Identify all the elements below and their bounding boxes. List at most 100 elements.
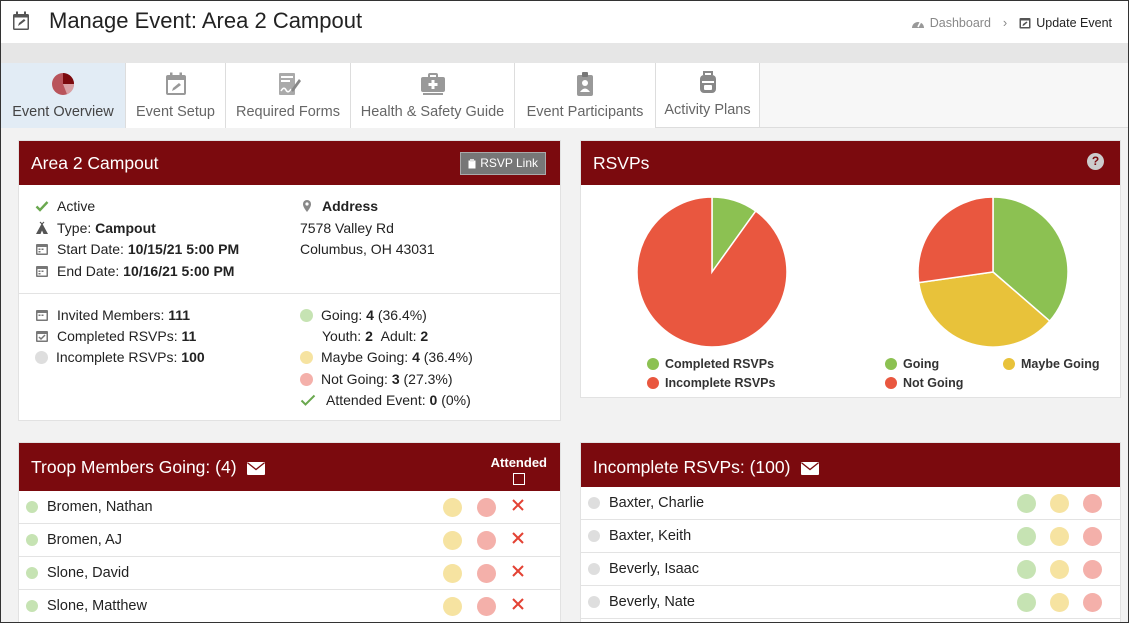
incomplete-rsvps-title: Incomplete RSVPs: (100) <box>593 457 820 478</box>
rsvp-going-button[interactable] <box>1017 560 1036 579</box>
backpack-icon <box>699 71 716 93</box>
rsvp-maybe-button[interactable] <box>1050 527 1069 546</box>
youth-label: Youth: <box>322 328 362 344</box>
legend-going: Going <box>885 357 939 371</box>
tab-activity-plans[interactable]: Activity Plans <box>656 63 760 128</box>
pie-slice-maybe-going[interactable] <box>917 271 1051 348</box>
legend-swatch <box>647 377 659 389</box>
rsvp-status-dot <box>26 600 38 612</box>
invited-value: 111 <box>168 307 191 323</box>
rsvp-not-button[interactable] <box>477 498 496 517</box>
troop-member-row: Slone, Matthew <box>19 590 560 622</box>
maybe-status-dot <box>300 350 313 364</box>
attended-label: Attended Event: <box>326 392 426 408</box>
invited-members: Invited Members: 111 <box>35 307 190 323</box>
email-icon[interactable] <box>801 461 820 475</box>
going-pct: (36.4%) <box>377 307 427 323</box>
legend-swatch <box>885 358 897 370</box>
tab-event-overview[interactable]: Event Overview <box>1 63 126 128</box>
attendance-pie-chart <box>917 196 1069 348</box>
email-icon[interactable] <box>247 461 266 475</box>
checkmark-icon <box>300 394 316 406</box>
dashboard-gauge-icon <box>911 20 924 28</box>
first-aid-icon <box>420 73 445 95</box>
tab-required-forms[interactable]: Required Forms <box>226 63 351 128</box>
troop-going-title-text: Troop Members Going: (4) <box>31 457 237 477</box>
rsvp-not-button[interactable] <box>1083 527 1102 546</box>
not-going-status-dot <box>300 372 313 386</box>
breadcrumb-dashboard-link[interactable]: Dashboard <box>911 16 991 30</box>
rsvp-going-button[interactable] <box>1017 593 1036 612</box>
event-start-date: Start Date: 10/15/21 5:00 PM <box>35 241 239 257</box>
address-label: Address <box>322 198 379 214</box>
rsvp-status-dot <box>588 530 600 542</box>
troop-member-row: Bromen, Nathan <box>19 491 560 524</box>
mark-not-attended-icon[interactable] <box>510 530 526 546</box>
rsvp-going-button[interactable] <box>1017 494 1036 513</box>
maybe-value: 4 <box>412 349 420 365</box>
section-divider <box>19 293 560 294</box>
incomplete-label: Incomplete RSVPs: <box>56 349 178 365</box>
mark-not-attended-icon[interactable] <box>510 497 526 513</box>
attended-select-all-checkbox[interactable] <box>512 473 525 485</box>
tab-bar: Event Overview Event Setup Required Form… <box>1 63 1128 128</box>
completed-value: 11 <box>181 328 197 344</box>
rsvp-not-button[interactable] <box>477 597 496 616</box>
tab-health-safety-guide[interactable]: Health & Safety Guide <box>351 63 515 128</box>
rsvp-link-button[interactable]: RSVP Link <box>460 152 546 175</box>
rsvp-not-button[interactable] <box>1083 593 1102 612</box>
legend-label: Maybe Going <box>1021 357 1100 371</box>
rsvp-not-button[interactable] <box>1083 560 1102 579</box>
pie-slice-not-going[interactable] <box>917 196 994 284</box>
incomplete-rsvps: Incomplete RSVPs: 100 <box>35 349 205 365</box>
member-name: Beverly, Isaac <box>609 561 699 577</box>
rsvp-maybe-button[interactable] <box>443 498 462 517</box>
troop-going-header: Troop Members Going: (4) Attended <box>19 443 560 491</box>
tab-event-setup[interactable]: Event Setup <box>126 63 226 128</box>
breadcrumb-separator: › <box>1002 15 1008 30</box>
help-icon[interactable]: ? <box>1087 153 1104 170</box>
incomplete-rsvps-header: Incomplete RSVPs: (100) <box>581 443 1120 487</box>
rsvp-maybe-button[interactable] <box>443 597 462 616</box>
event-info-panel: Area 2 Campout RSVP Link Active Type: Ca… <box>18 140 561 421</box>
rsvps-panel: RSVPs ? Completed RSVPs Incomplete RSVPs… <box>580 140 1121 398</box>
pie-chart-icon <box>52 73 75 95</box>
calendar-icon <box>36 244 48 255</box>
rsvp-status-dot <box>588 563 600 575</box>
header-strip <box>1 43 1128 63</box>
rsvp-maybe-button[interactable] <box>443 531 462 550</box>
rsvp-link-label: RSVP Link <box>480 156 538 170</box>
rsvp-not-button[interactable] <box>477 531 496 550</box>
address-heading: Address <box>300 198 378 214</box>
pie-slice-going[interactable] <box>992 196 1069 323</box>
mark-not-attended-icon[interactable] <box>510 596 526 612</box>
grey-status-dot <box>35 350 48 364</box>
calendar-check-icon <box>36 331 48 342</box>
notgoing-label: Not Going: <box>321 371 388 387</box>
tab-event-participants[interactable]: Event Participants <box>515 63 656 128</box>
troop-member-row: Bromen, AJ <box>19 524 560 557</box>
start-date-value: 10/15/21 5:00 PM <box>127 241 240 257</box>
start-date-label: Start Date: <box>57 241 124 257</box>
completion-pie-chart <box>636 196 788 348</box>
legend-label: Not Going <box>903 376 964 390</box>
event-status: Active <box>35 198 95 214</box>
rsvp-not-button[interactable] <box>1083 494 1102 513</box>
rsvp-going-button[interactable] <box>1017 527 1036 546</box>
rsvp-not-button[interactable] <box>477 564 496 583</box>
tab-label: Required Forms <box>236 104 340 120</box>
rsvp-status-dot <box>26 501 38 513</box>
pie-slice-incomplete[interactable] <box>636 196 788 348</box>
rsvp-maybe-button[interactable] <box>1050 494 1069 513</box>
going-count: Going: 4 (36.4%) <box>300 307 427 323</box>
breadcrumb-update-event-link[interactable]: Update Event <box>1019 16 1112 30</box>
rsvp-status-dot <box>26 534 38 546</box>
rsvps-header: RSVPs ? <box>581 141 1120 185</box>
rsvp-maybe-button[interactable] <box>1050 593 1069 612</box>
rsvp-maybe-button[interactable] <box>1050 560 1069 579</box>
event-title: Area 2 Campout <box>31 153 159 173</box>
event-status-text: Active <box>57 198 96 214</box>
mark-not-attended-icon[interactable] <box>510 563 526 579</box>
rsvp-maybe-button[interactable] <box>443 564 462 583</box>
legend-incomplete: Incomplete RSVPs <box>647 376 775 390</box>
